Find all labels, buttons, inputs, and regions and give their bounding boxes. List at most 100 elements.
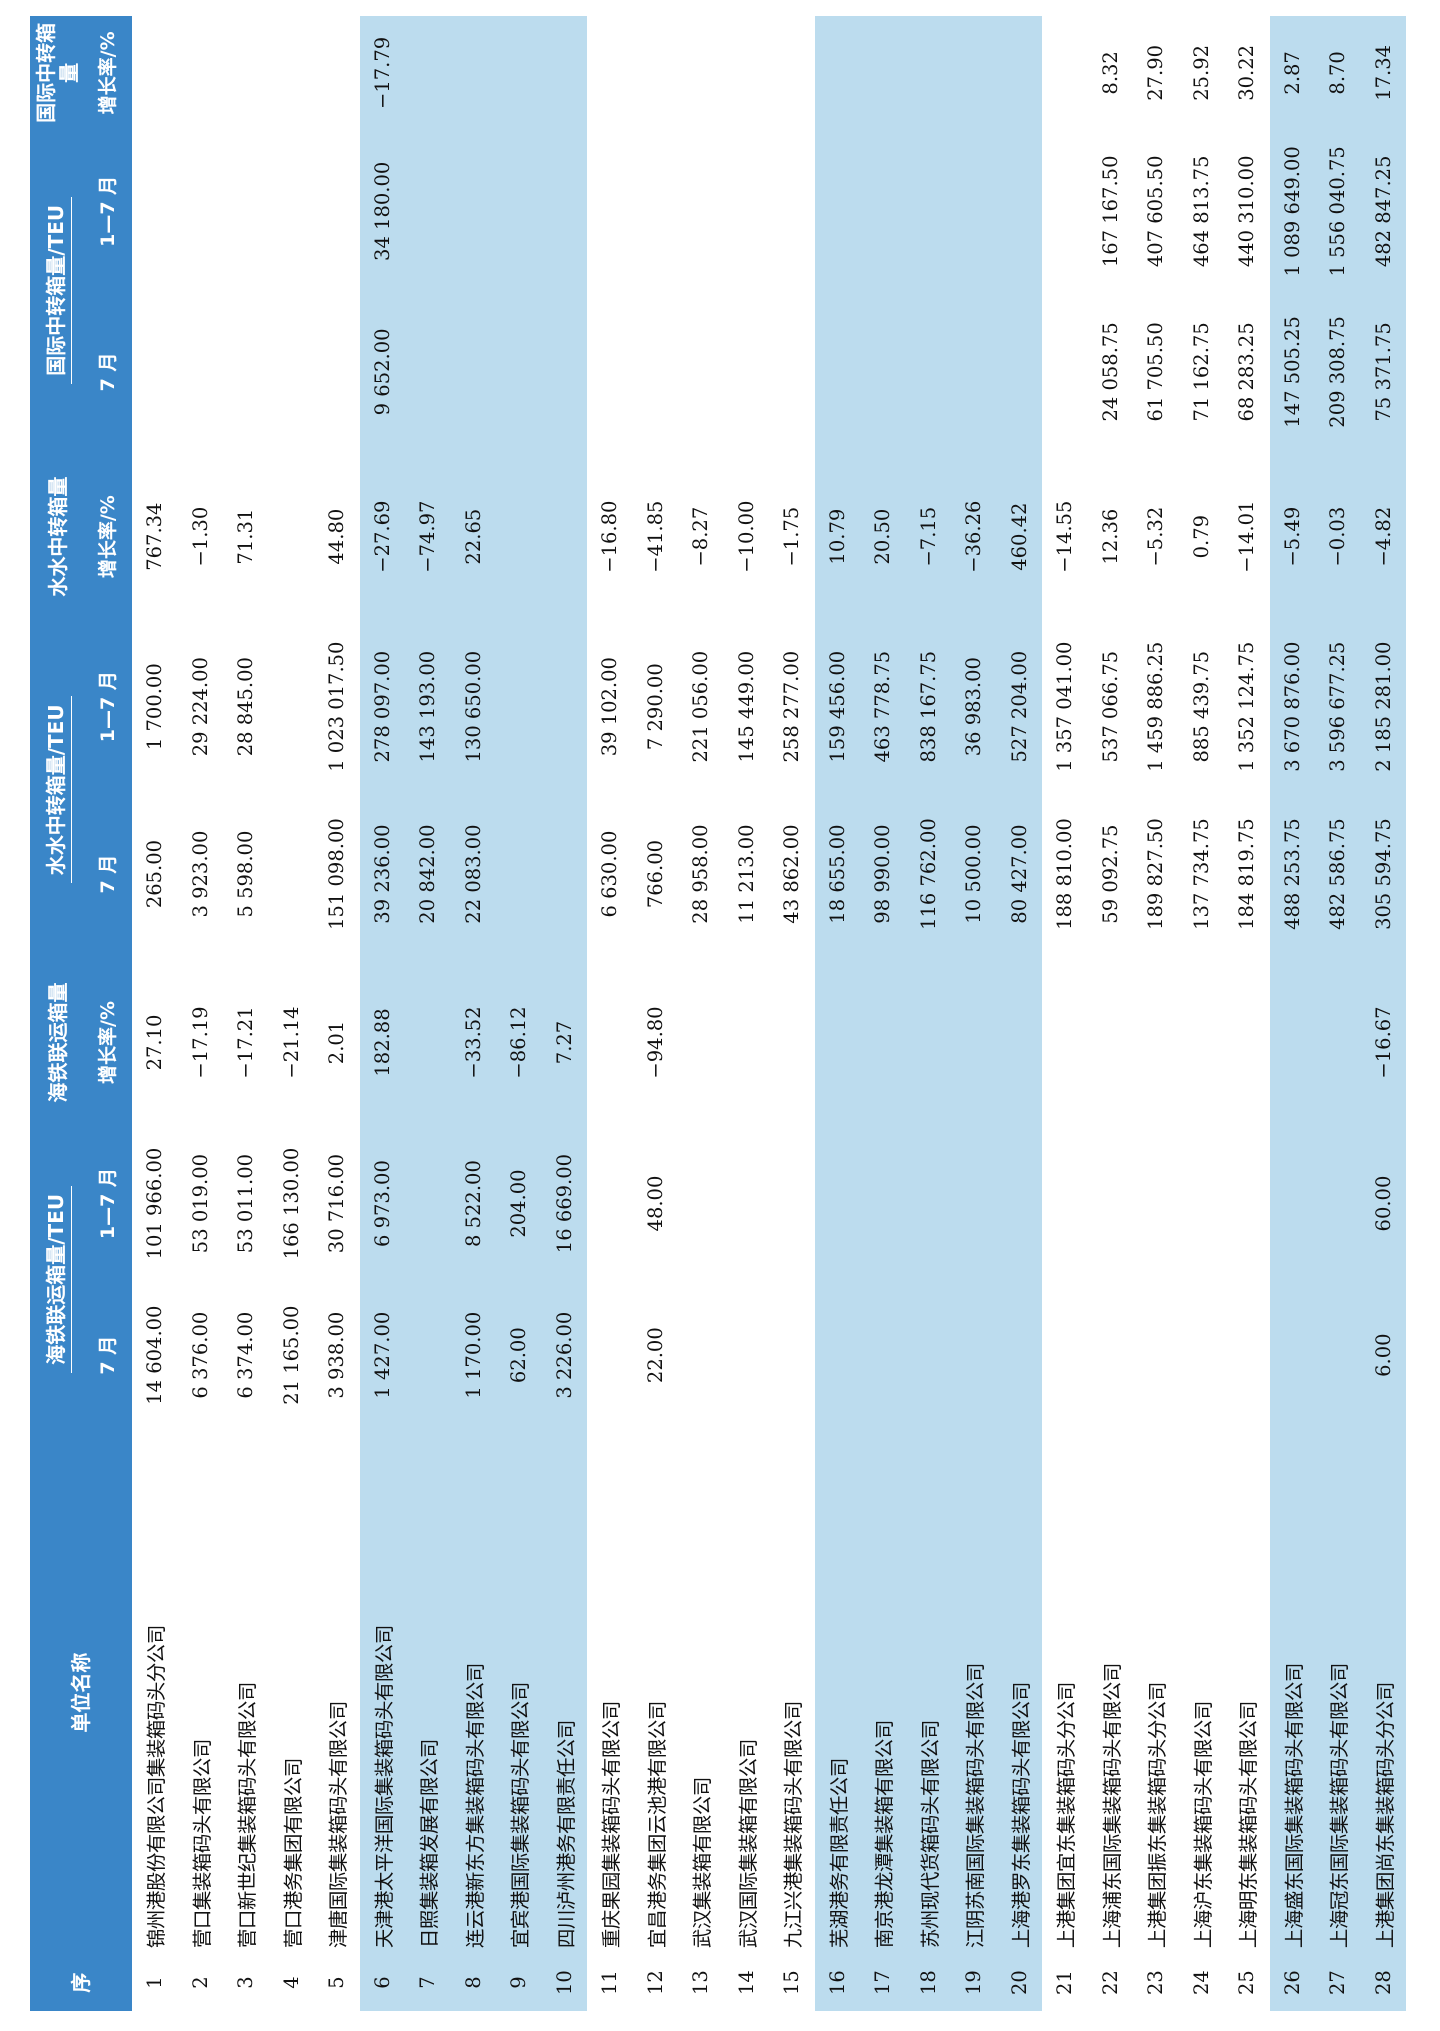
row-value (405, 1279, 451, 1431)
row-value (1042, 16, 1088, 130)
row-value (905, 292, 951, 451)
header-sea-rail-label: 海铁联运箱量/TEU (44, 1185, 72, 1373)
table-row: 17 南京港龙潭集装箱有限公司 98 990.00 463 778.75 20.50 (860, 16, 906, 2011)
row-value: 278 097.00 (359, 622, 405, 791)
row-value: 8.70 (1315, 16, 1361, 130)
row-seq: 12 (643, 1970, 667, 1995)
row-value (405, 957, 451, 1128)
row-value: 34 180.00 (359, 129, 405, 293)
table-row: 24 上海沪东集装箱码头有限公司 137 734.75 885 439.75 0.79 7… (1179, 16, 1225, 2011)
row-value (951, 1279, 997, 1431)
row-value: 1 427.00 (359, 1279, 405, 1431)
row-value (814, 1279, 860, 1431)
row-value: 1 023 017.50 (325, 641, 349, 772)
row-value (951, 129, 997, 293)
table-row: 1 锦州港股份有限公司集装箱码头分公司 14 604.00 101 966.00 27.… (132, 16, 178, 2011)
row-value (860, 16, 906, 130)
row-value (633, 130, 679, 293)
row-value (724, 293, 770, 451)
row-value: 482 586.75 (1315, 790, 1361, 958)
table-row: 8 连云港新东方集装箱码头有限公司 1 170.00 8 522.00 −33.52 22… (450, 16, 496, 2011)
row-value (724, 130, 770, 293)
row-value: 221 056.00 (689, 650, 713, 763)
row-value: −4.82 (1360, 450, 1406, 623)
row-seq: 22 (1098, 1970, 1122, 1995)
row-value (405, 16, 451, 130)
row-value: 36 983.00 (951, 622, 997, 791)
row-company-name: 南京港龙潭集装箱有限公司 (860, 1430, 906, 1955)
row-value (1179, 957, 1225, 1128)
row-value: 6 630.00 (598, 830, 622, 918)
row-value: 98 990.00 (860, 790, 906, 958)
row-company-name: 苏州现代货箱码头有限公司 (905, 1430, 951, 1955)
row-value (769, 1279, 815, 1431)
row-value: 22.00 (643, 1327, 667, 1384)
row-value: 59 092.75 (1098, 824, 1122, 924)
row-value: 6 973.00 (359, 1127, 405, 1280)
row-value (450, 129, 496, 293)
row-value: 28 845.00 (234, 657, 258, 757)
row-value: 159 456.00 (814, 622, 860, 791)
table-row: 6 天津港太平洋国际集装箱码头有限公司 1 427.00 6 973.00 182.88… (359, 16, 405, 2011)
row-value (269, 791, 315, 957)
row-value: 258 277.00 (780, 650, 804, 763)
table-row: 11 重庆果园集装箱码头有限公司 6 630.00 39 102.00 −16.80 (587, 16, 633, 2011)
row-value: 1 556 040.75 (1315, 129, 1361, 293)
row-value: 209 308.75 (1315, 292, 1361, 451)
header-water-transfer-growth: 水水中转箱量 (30, 450, 86, 623)
row-value: 188 810.00 (1053, 818, 1077, 930)
table-row: 26 上海盛东国际集装箱码头有限公司 488 253.75 3 670 876.00−… (1269, 16, 1315, 2011)
subheader: 7 月 (86, 1279, 132, 1431)
row-value (178, 293, 224, 451)
header-intl-transfer-label: 国际中转箱量/TEU (44, 196, 72, 384)
row-value (541, 622, 587, 791)
row-seq: 17 (860, 1954, 906, 2011)
row-value (678, 293, 724, 451)
row-value: −5.49 (1269, 450, 1315, 623)
row-value: 151 098.00 (325, 818, 349, 930)
row-value (769, 957, 815, 1128)
row-value: 39 102.00 (598, 657, 622, 757)
row-value (1224, 1128, 1270, 1280)
row-value: 130 650.00 (450, 622, 496, 791)
row-value: 68 283.25 (1235, 322, 1259, 422)
row-value (769, 130, 815, 293)
row-value: 460.42 (996, 450, 1042, 623)
row-company-name: 营口新世纪集装箱码头有限公司 (236, 1682, 260, 1949)
row-value: 1 089 649.00 (1269, 129, 1315, 293)
row-seq: 26 (1269, 1954, 1315, 2011)
row-value (178, 16, 224, 130)
row-value: −1.30 (188, 506, 212, 567)
row-seq: 13 (689, 1970, 713, 1995)
row-value: −8.27 (689, 506, 713, 567)
row-value (587, 1279, 633, 1431)
row-value (541, 790, 587, 958)
row-value (132, 16, 178, 130)
row-value: 1 352 124.75 (1235, 641, 1259, 772)
subheader: 增长率/% (86, 957, 132, 1128)
row-seq: 24 (1189, 1970, 1213, 1995)
row-value: 27.10 (143, 1014, 167, 1071)
row-value (1088, 957, 1134, 1128)
subheader: 1—7 月 (86, 622, 132, 791)
row-value: 17.34 (1360, 16, 1406, 130)
row-seq: 18 (905, 1954, 951, 2011)
row-value (1269, 1279, 1315, 1431)
table-row: 28 上港集团尚东集装箱码头分公司 6.00 60.00 −16.67 305 594.7… (1360, 16, 1406, 2011)
row-seq: 3 (234, 1976, 258, 1989)
row-value (724, 1279, 770, 1431)
row-value: 116 762.00 (905, 790, 951, 958)
row-value: 204.00 (496, 1127, 542, 1280)
row-value (1042, 130, 1088, 293)
row-value: −0.03 (1315, 450, 1361, 623)
row-value (314, 130, 360, 293)
row-value: 20.50 (860, 450, 906, 623)
row-value (496, 450, 542, 623)
table-row: 27 上海冠东国际集装箱码头有限公司 482 586.75 3 596 677.25−… (1315, 16, 1361, 2011)
row-value: 537 066.75 (1098, 650, 1122, 763)
row-seq: 10 (541, 1954, 587, 2011)
row-value (1315, 1127, 1361, 1280)
row-value (496, 292, 542, 451)
row-value (769, 16, 815, 130)
row-value: 39 236.00 (359, 790, 405, 958)
